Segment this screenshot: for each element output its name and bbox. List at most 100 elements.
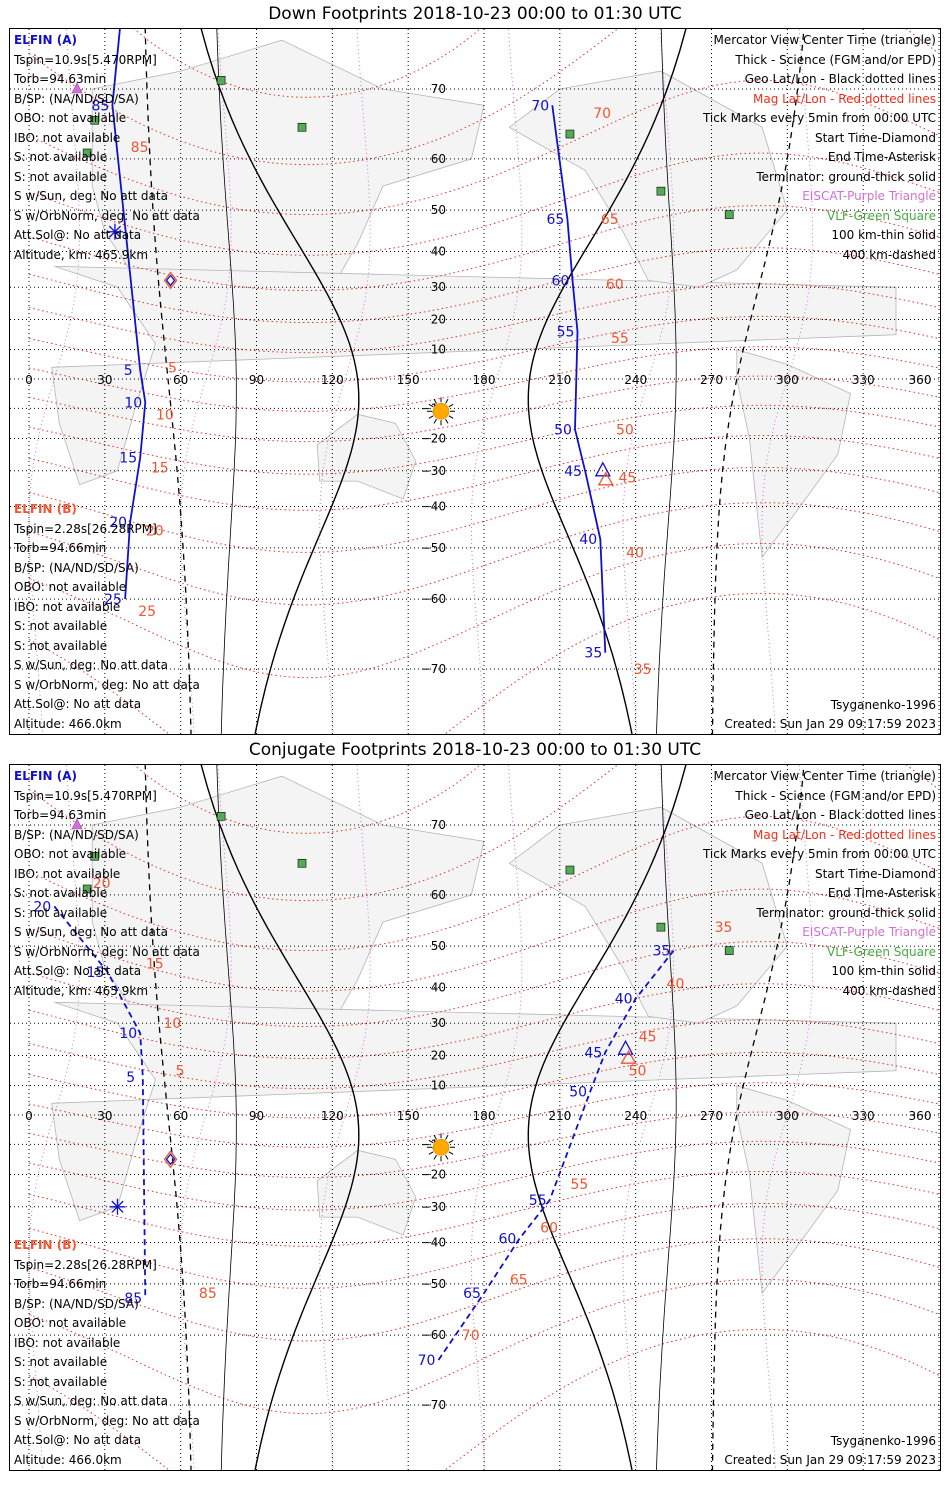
mag-lat-gridline (28, 502, 940, 606)
sun-icon (432, 1138, 450, 1156)
vlf-site-square (82, 148, 92, 158)
lat-tick-label: 20 (431, 312, 446, 326)
elfin-b-info: ELFIN (B) Tspin=2.28s[26.28RPM] Torb=94.… (14, 1236, 200, 1470)
elfin-b-time-label: 15 (151, 460, 169, 476)
mag-lat-gridline (28, 29, 940, 166)
legend-entry: EISCAT-Purple Triangle (802, 189, 936, 203)
info-line: S w/Sun, deg: No att data (14, 925, 168, 939)
info-line: Tspin=2.28s[26.28RPM] (14, 521, 157, 536)
lat-tick-label: −30 (421, 1200, 446, 1214)
info-line: B/SP: (NA/ND/SD/SA) (14, 560, 139, 575)
elfin-a-time-label: 65 (547, 212, 565, 228)
terminator-west (200, 29, 360, 734)
sun-ray (448, 1151, 454, 1155)
continent-outline (736, 1085, 851, 1295)
info-line: Altitude, km: 465.9km (14, 983, 149, 998)
lat-tick-label: 30 (431, 1016, 446, 1030)
sun-ray (445, 418, 449, 424)
lon-tick-label: 120 (321, 373, 344, 387)
lon-tick-label: 270 (700, 1109, 723, 1123)
elfin-b-time-label: 50 (616, 422, 634, 438)
lat-tick-label: −50 (421, 541, 446, 555)
vlf-site-square (90, 851, 100, 861)
mag-lat-gridline (28, 542, 940, 679)
info-line: Torb=94.63min (14, 808, 107, 822)
vlf-site-square (297, 858, 307, 868)
lat-tick-label: 70 (431, 82, 446, 96)
lon-tick-label: 60 (173, 373, 188, 387)
start-diamond-b (163, 1150, 178, 1169)
elfin-a-time-label: 85 (92, 98, 110, 114)
elfin-b-time-label: 35 (715, 920, 733, 936)
vlf-site-square (297, 122, 307, 132)
elfin-b-info: ELFIN (B) Tspin=2.28s[26.28RPM] Torb=94.… (14, 500, 200, 734)
center-time-triangle (594, 461, 611, 477)
mag-lat-gridline (133, 29, 481, 98)
elfin-a-time-label: 20 (33, 899, 51, 915)
legend-entry: VLF-Green Square (827, 208, 936, 223)
elfin-b-time-label: 20 (93, 876, 111, 892)
terminator-100km (656, 765, 677, 1470)
elfin-a-time-label: 35 (584, 646, 602, 662)
sun-ray (428, 403, 434, 408)
lon-tick-label: 90 (249, 373, 264, 387)
model-label: Tsyganenko-1996 (830, 698, 936, 712)
sun-ray (433, 398, 437, 404)
sun-ray (445, 398, 449, 404)
elfin-b-time-label: 5 (168, 360, 177, 376)
info-line: Att.Sol@: No att data (14, 697, 142, 711)
info-line: B/SP: (NA/ND/SD/SA) (14, 91, 139, 106)
mag-lat-gridline (28, 1203, 940, 1289)
legend: Mercator View Center Time (triangle) Thic… (703, 31, 936, 265)
elfin-b-time-label: 40 (626, 545, 644, 561)
lon-tick-label: 240 (624, 373, 647, 387)
elfin-b-time-label: 20 (146, 523, 164, 539)
elfin-a-info: ELFIN (A) Tspin=10.9s[5.470RPM] Torb=94.… (14, 31, 200, 265)
elfin-b-time-label: 10 (164, 1016, 182, 1032)
info-line: Torb=94.66min (14, 1277, 107, 1291)
lat-tick-label: −40 (421, 1235, 446, 1249)
legend-entry: Geo Lat/Lon - Black dotted lines (744, 808, 936, 822)
center-time-triangle (617, 1039, 634, 1055)
mag-lat-gridline (28, 815, 940, 952)
elfin-a-time-label: 5 (124, 363, 133, 379)
legend-entry: Start Time-Diamond (814, 866, 936, 881)
lon-tick-label: 30 (97, 1109, 112, 1123)
lon-tick-label: 210 (548, 373, 571, 387)
footprint-map: 0 30 60 90 120 150 180 210 240 270 300 330 360 70 60 50… (10, 29, 940, 734)
sun-ray (445, 1154, 449, 1160)
info-line: Torb=94.66min (14, 541, 107, 555)
lat-tick-label: −60 (421, 592, 446, 606)
mag-lat-gridline (28, 1278, 940, 1415)
legend-entry: Tick Marks every 5min from 00:00 UTC (702, 847, 936, 861)
mag-lat-gridline (28, 205, 940, 291)
elfin-a-time-label: 60 (498, 1232, 516, 1248)
elfin-b-time-label: 60 (540, 1221, 558, 1237)
panel-title: Down Footprints 2018-10-23 00:00 to 01:3… (268, 4, 682, 24)
lat-tick-label: −40 (421, 499, 446, 513)
elfin-b-time-label: 70 (593, 106, 611, 122)
info-line: S: not available (14, 169, 108, 184)
end-asterisk (111, 1200, 124, 1213)
eiscat-site-triangle (71, 818, 83, 830)
elfin-b-time-label: 85 (131, 140, 149, 156)
elfin-a-time-label: 40 (579, 532, 597, 548)
lat-tick-label: −50 (421, 1277, 446, 1291)
lat-tick-label: −20 (421, 1168, 446, 1182)
lon-tick-label: 300 (776, 373, 799, 387)
sun-ray (428, 415, 434, 419)
created-timestamp: Created: Sun Jan 29 09:17:59 2023 (724, 1453, 936, 1467)
vlf-site-square (82, 884, 92, 894)
terminator-100km (656, 29, 677, 734)
sun-ray (448, 415, 454, 419)
info-line: S: not available (14, 1374, 108, 1389)
start-diamond-a (165, 1153, 176, 1166)
lon-tick-label: 150 (397, 373, 420, 387)
legend-entry: Terminator: ground-thick solid (756, 169, 936, 184)
legend-entry: Start Time-Diamond (814, 130, 936, 145)
info-line: Tspin=10.9s[5.470RPM] (14, 788, 157, 803)
legend-entry: Mag Lat/Lon - Red dotted lines (752, 827, 936, 842)
legend-entry: Mercator View Center Time (triangle) (713, 769, 936, 783)
elfin-b-time-label: 55 (611, 331, 629, 347)
sun-ray (448, 1139, 454, 1144)
